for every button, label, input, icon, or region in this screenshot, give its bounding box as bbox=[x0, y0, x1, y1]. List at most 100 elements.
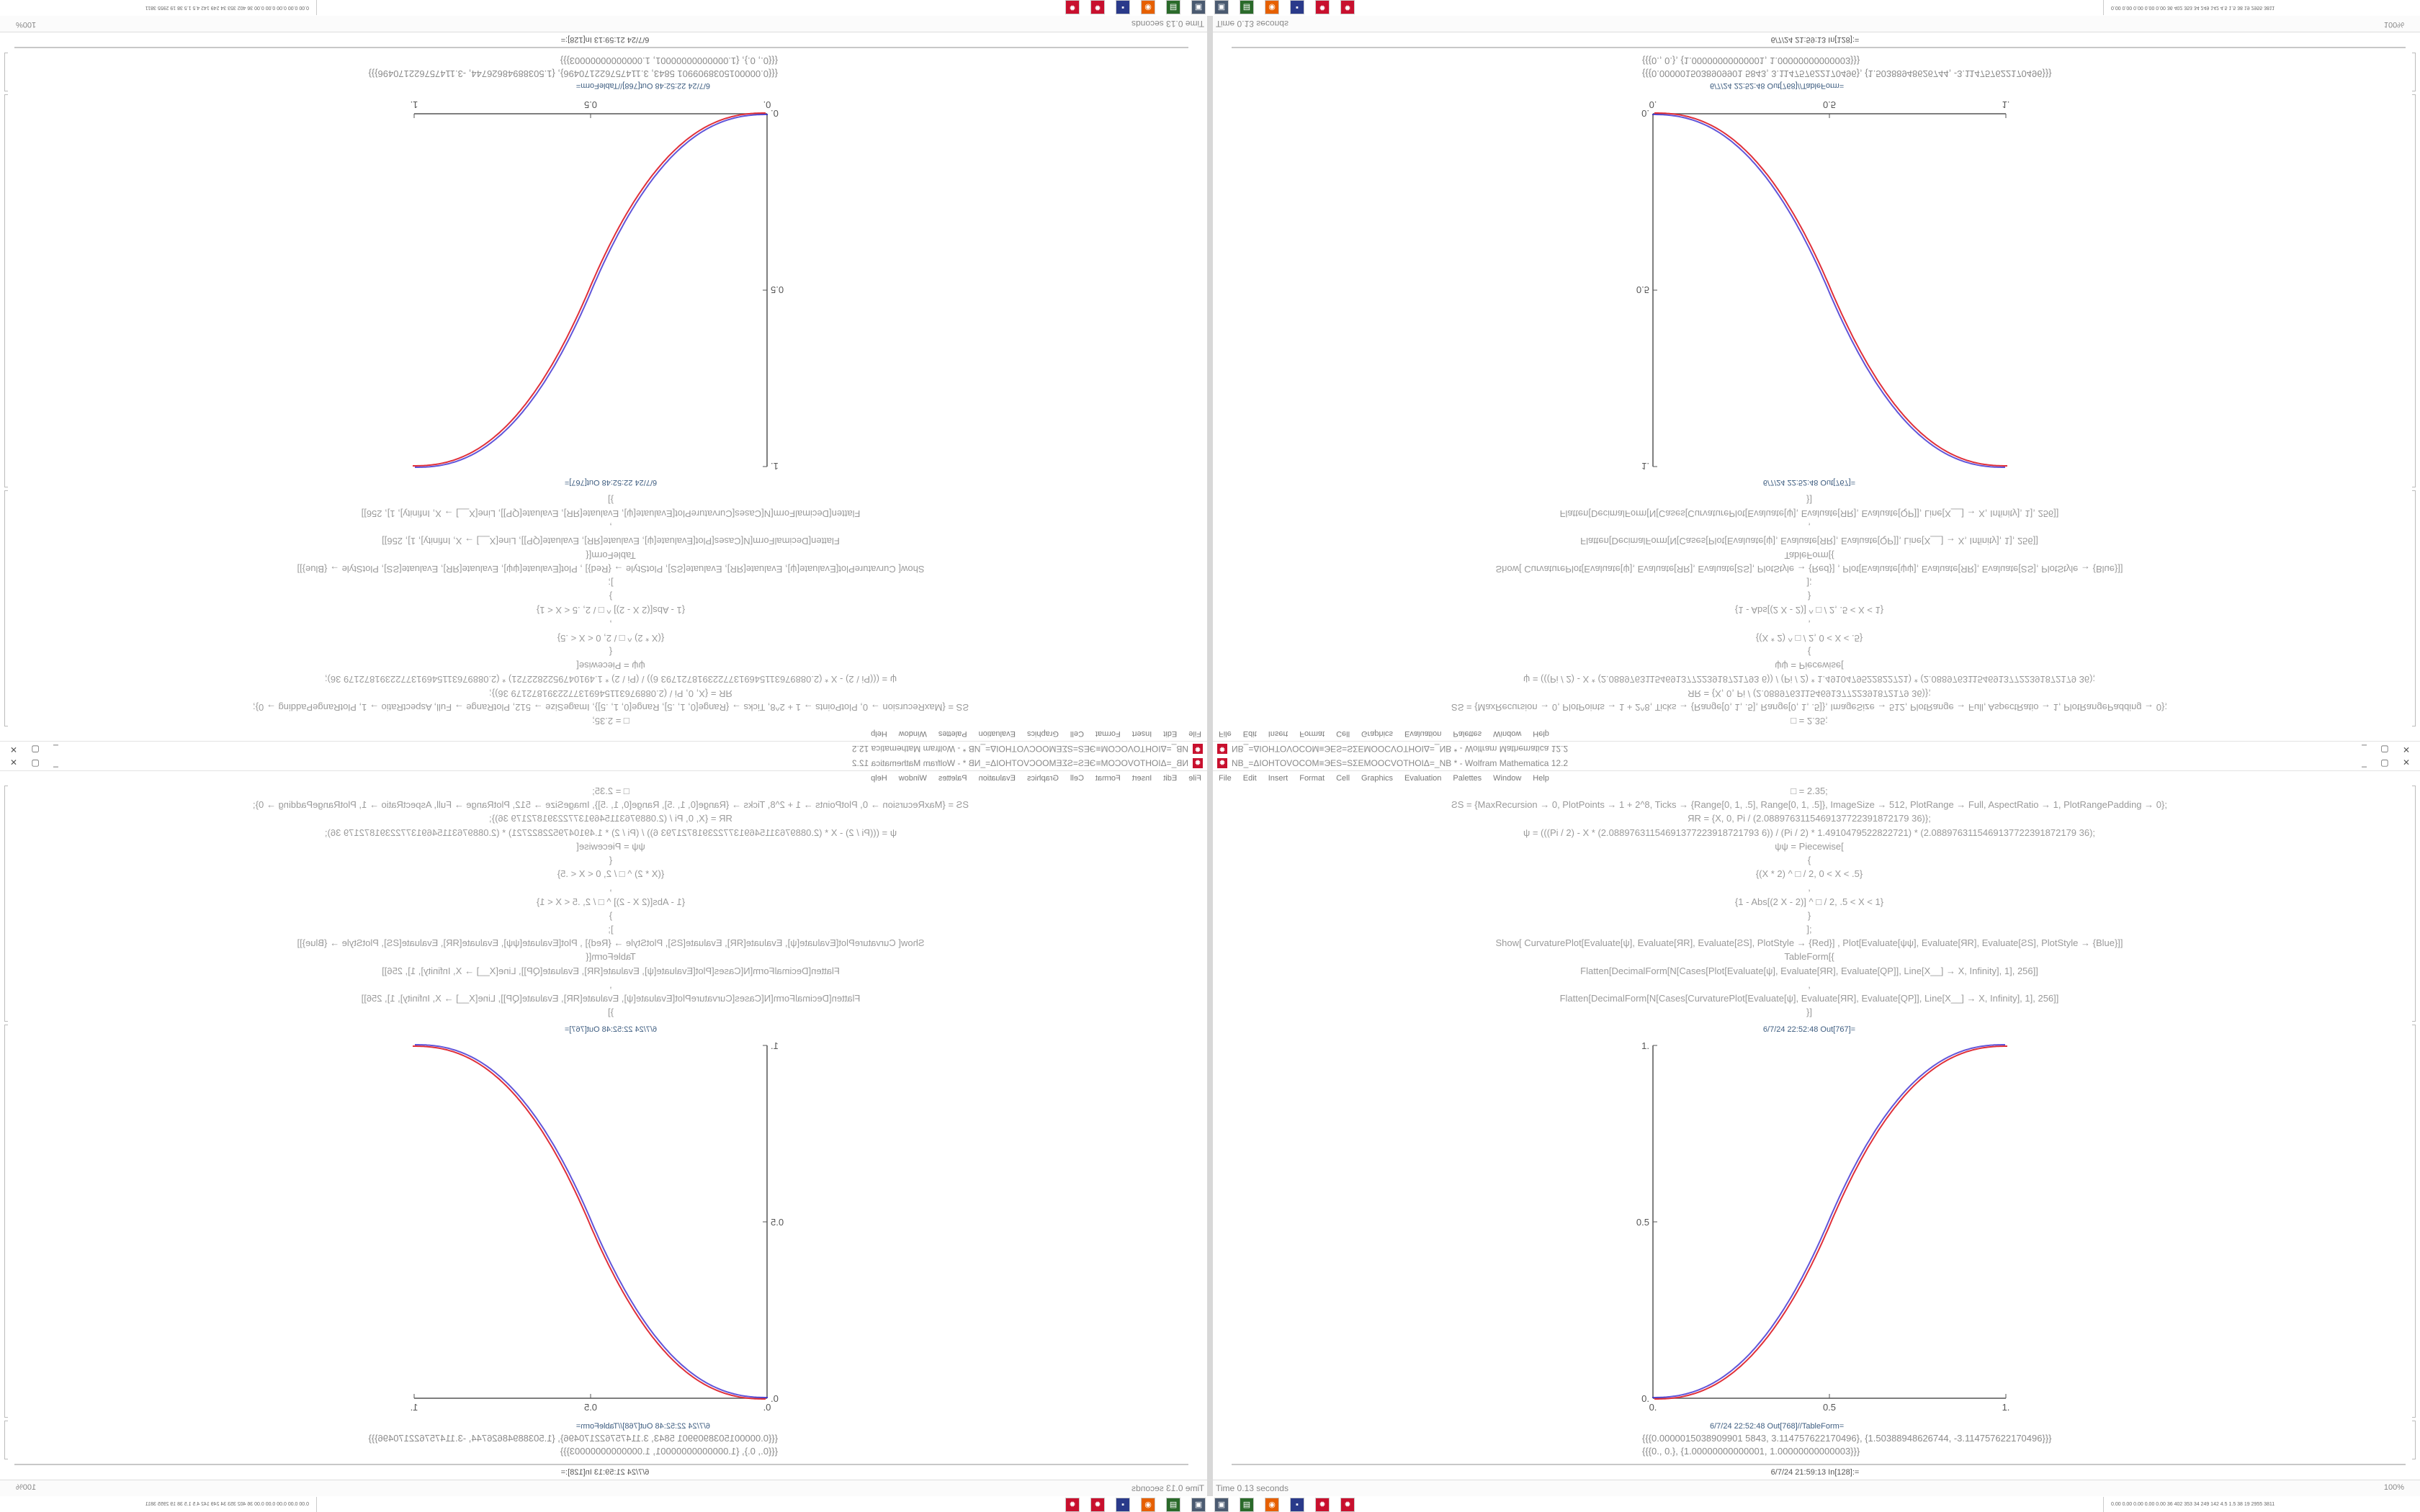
menu-evaluation[interactable]: Evaluation bbox=[978, 729, 1016, 738]
code-line[interactable]: { bbox=[1807, 647, 1811, 657]
cell-insertion-line[interactable] bbox=[1232, 1464, 2406, 1465]
menu-window[interactable]: Window bbox=[1493, 774, 1522, 783]
code-line[interactable]: } bbox=[1807, 591, 1811, 603]
menu-graphics[interactable]: Graphics bbox=[1026, 774, 1059, 783]
menu-format[interactable]: Format bbox=[1095, 729, 1121, 738]
code-line[interactable]: {1 - Abs[(2 X - 2)] ^ □ / 2, .5 < X < 1} bbox=[536, 605, 686, 616]
menu-edit[interactable]: Edit bbox=[1163, 729, 1178, 738]
menu-graphics[interactable]: Graphics bbox=[1026, 729, 1059, 738]
zoom-level[interactable]: 100% bbox=[2383, 20, 2404, 29]
monitor-icon[interactable]: ▣ bbox=[1191, 0, 1206, 14]
menu-window[interactable]: Window bbox=[1493, 729, 1522, 738]
code-line[interactable]: }] bbox=[1806, 494, 1812, 505]
code-line[interactable]: {1 - Abs[(2 X - 2)] ^ □ / 2, .5 < X < 1} bbox=[1734, 605, 1884, 616]
title-bar[interactable]: ✹ NB_=ΔIOHTOVOCOM≡ЭЕS=ЅΣEMOOCVOTHOIΔ=_NB… bbox=[0, 756, 1207, 771]
code-line[interactable]: ψψ = Piecewise[ bbox=[1775, 660, 1844, 672]
plot-graphic[interactable]: 0. 0.5 1. 0. 0.5 1. bbox=[386, 94, 804, 476]
title-bar[interactable]: ✹ NB_=ΔIOHTOVOCOM≡ЭЕS=ЅΣEMOOCVOTHOIΔ=_NB… bbox=[1213, 741, 2420, 756]
code-line[interactable]: Show[ CurvaturePlot[Evaluate[ψ], Evaluat… bbox=[297, 937, 925, 949]
plot-graphic[interactable]: 0. 0.5 1. 0. 0.5 1. bbox=[1616, 94, 2034, 476]
code-line[interactable]: } bbox=[1807, 909, 1811, 921]
cell-brackets[interactable] bbox=[2406, 53, 2420, 729]
menu-help[interactable]: Help bbox=[1533, 729, 1549, 738]
menu-insert[interactable]: Insert bbox=[1268, 774, 1289, 783]
firefox-icon[interactable]: ◉ bbox=[1141, 0, 1155, 14]
cell-bracket[interactable] bbox=[4, 53, 8, 91]
cell-bracket[interactable] bbox=[2412, 1025, 2416, 1418]
code-line[interactable]: ψψ = Piecewise[ bbox=[1775, 840, 1844, 852]
notebook-content[interactable]: □ = 2.35; ƧS = {MaxRecursion → 0, PlotPoi… bbox=[1213, 783, 2406, 1459]
code-line[interactable]: □ = 2.35; bbox=[1791, 716, 1828, 726]
code-line[interactable]: , bbox=[1808, 978, 1811, 990]
menu-palettes[interactable]: Palettes bbox=[938, 774, 967, 783]
menu-file[interactable]: File bbox=[1219, 729, 1232, 738]
code-line[interactable]: ЯR = {X, 0, Pi / (2.08897631154691377223… bbox=[1688, 688, 1931, 699]
menu-format[interactable]: Format bbox=[1299, 729, 1325, 738]
window-controls[interactable]: _ ▢ ✕ bbox=[4, 757, 58, 768]
code-line[interactable]: , bbox=[609, 882, 612, 894]
menu-insert[interactable]: Insert bbox=[1131, 729, 1152, 738]
code-line[interactable]: ]; bbox=[1806, 924, 1812, 935]
cell-bracket[interactable] bbox=[4, 1025, 8, 1418]
menu-cell[interactable]: Cell bbox=[1336, 774, 1350, 783]
save-disk-icon[interactable]: ▪ bbox=[1116, 1498, 1130, 1512]
cell-bracket[interactable] bbox=[2412, 786, 2416, 1022]
cell-bracket[interactable] bbox=[2412, 490, 2416, 726]
code-line[interactable]: }] bbox=[608, 1007, 614, 1018]
cell-bracket[interactable] bbox=[4, 1421, 8, 1459]
menu-edit[interactable]: Edit bbox=[1242, 774, 1257, 783]
zoom-level[interactable]: 100% bbox=[16, 20, 37, 29]
code-line[interactable]: , bbox=[1808, 522, 1811, 534]
mathematica-icon[interactable]: ✹ bbox=[1340, 0, 1355, 14]
menu-cell[interactable]: Cell bbox=[1336, 729, 1350, 738]
firefox-icon[interactable]: ◉ bbox=[1265, 0, 1279, 14]
menu-evaluation[interactable]: Evaluation bbox=[978, 774, 1016, 783]
code-line[interactable]: } bbox=[609, 591, 613, 603]
mathematica-icon[interactable]: ✹ bbox=[1315, 1498, 1330, 1512]
code-line[interactable]: ]; bbox=[608, 577, 614, 588]
code-line[interactable]: ψψ = Piecewise[ bbox=[576, 840, 645, 852]
menu-insert[interactable]: Insert bbox=[1131, 774, 1152, 783]
code-line[interactable]: Flatten[DecimalForm[N[Cases[CurvaturePlo… bbox=[1559, 508, 2059, 519]
code-line[interactable]: , bbox=[609, 978, 612, 990]
code-line[interactable]: { bbox=[1807, 855, 1811, 865]
code-line[interactable]: { bbox=[609, 647, 613, 657]
menu-window[interactable]: Window bbox=[898, 774, 927, 783]
code-line[interactable]: ψ = (((Pi / 2) - X * (2.0889763115469137… bbox=[324, 674, 897, 685]
code-line[interactable]: Flatten[DecimalForm[N[Cases[CurvaturePlo… bbox=[361, 993, 861, 1004]
menu-format[interactable]: Format bbox=[1299, 774, 1325, 783]
code-line[interactable]: ƧS = {MaxRecursion → 0, PlotPoints → 1 +… bbox=[1451, 701, 2167, 713]
code-line[interactable]: , bbox=[1808, 618, 1811, 630]
window-controls[interactable]: _ ▢ ✕ bbox=[4, 744, 58, 755]
code-line[interactable]: ]; bbox=[1806, 577, 1812, 588]
monitor-icon[interactable]: ▣ bbox=[1214, 1498, 1229, 1512]
menu-file[interactable]: File bbox=[1188, 729, 1201, 738]
cell-bracket[interactable] bbox=[4, 490, 8, 726]
code-line[interactable]: TableForm[{ bbox=[1784, 951, 1834, 963]
cell-bracket[interactable] bbox=[2412, 53, 2416, 91]
code-line[interactable]: ЯR = {X, 0, Pi / (2.08897631154691377223… bbox=[489, 688, 732, 699]
menu-cell[interactable]: Cell bbox=[1070, 729, 1084, 738]
code-line[interactable]: Flatten[DecimalForm[N[Cases[Plot[Evaluat… bbox=[382, 536, 840, 547]
code-line[interactable]: {(X * 2) ^ □ / 2, 0 < X < .5} bbox=[1755, 632, 1863, 644]
monitor-icon[interactable]: ▣ bbox=[1214, 0, 1229, 14]
mathematica-icon[interactable]: ✹ bbox=[1065, 1498, 1080, 1512]
terminal-icon[interactable]: ▤ bbox=[1166, 0, 1180, 14]
plot-graphic[interactable]: 0. 0.5 1. 0. 0.5 1. bbox=[386, 1036, 804, 1418]
code-line[interactable]: Show[ CurvaturePlot[Evaluate[ψ], Evaluat… bbox=[1495, 563, 2123, 575]
cell-insertion-line[interactable] bbox=[1232, 47, 2406, 48]
mathematica-icon[interactable]: ✹ bbox=[1065, 0, 1080, 14]
code-line[interactable]: {1 - Abs[(2 X - 2)] ^ □ / 2, .5 < X < 1} bbox=[536, 896, 686, 907]
code-line[interactable]: , bbox=[609, 522, 612, 534]
plot-graphic[interactable]: 0. 0.5 1. 0. 0.5 1. bbox=[1616, 1036, 2034, 1418]
code-line[interactable]: TableForm[{ bbox=[1784, 549, 1834, 561]
notebook-content[interactable]: □ = 2.35; ƧS = {MaxRecursion → 0, PlotPoi… bbox=[14, 783, 1207, 1459]
code-line[interactable]: {(X * 2) ^ □ / 2, 0 < X < .5} bbox=[557, 632, 665, 644]
code-line[interactable]: , bbox=[609, 618, 612, 630]
code-line[interactable]: {(X * 2) ^ □ / 2, 0 < X < .5} bbox=[557, 868, 665, 880]
cell-bracket[interactable] bbox=[2412, 94, 2416, 487]
menu-help[interactable]: Help bbox=[1533, 774, 1549, 783]
menu-palettes[interactable]: Palettes bbox=[1453, 729, 1482, 738]
code-line[interactable]: TableForm[{ bbox=[586, 549, 636, 561]
code-line[interactable]: ψψ = Piecewise[ bbox=[576, 660, 645, 672]
